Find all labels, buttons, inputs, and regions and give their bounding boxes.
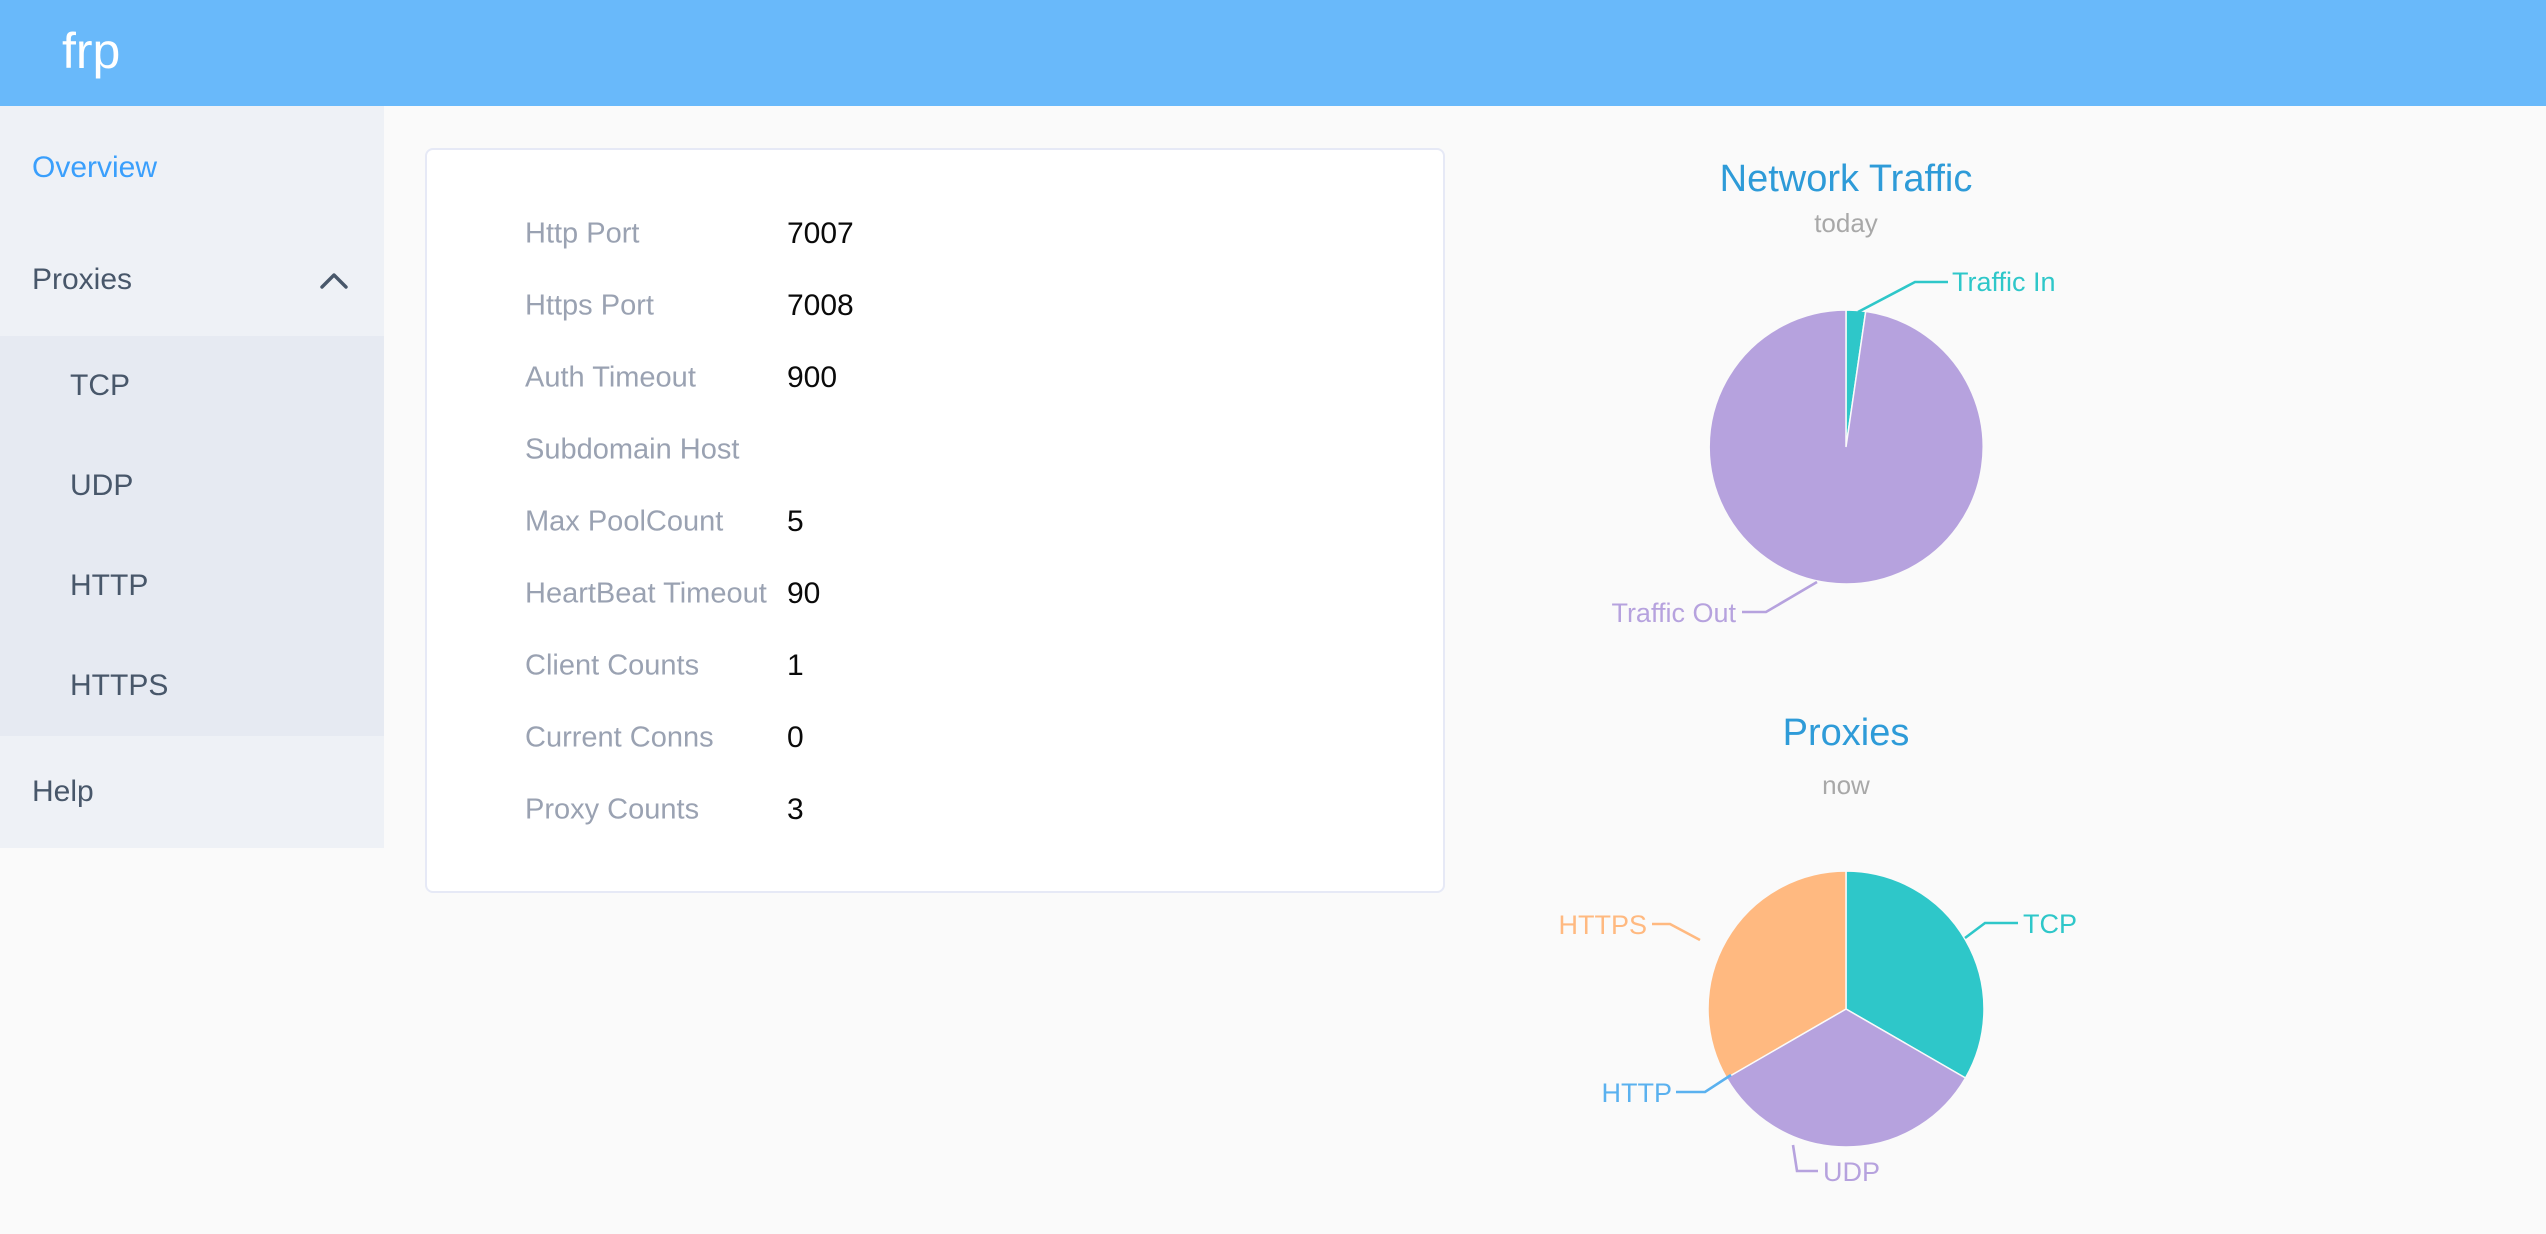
sidebar-item-label: HTTPS (70, 669, 169, 702)
pie-label-leader-line (1857, 280, 1948, 314)
network-traffic-chart-title: Network Traffic (1719, 158, 1973, 200)
app-header: frp (0, 0, 2546, 106)
app-logo: frp (62, 23, 121, 79)
config-value: 7007 (787, 217, 854, 250)
config-label: Current Conns (525, 721, 714, 754)
sidebar-item-label: TCP (70, 369, 130, 402)
sidebar: Overview Proxies TCP UDP HTTP HTTPS Help (0, 106, 384, 848)
sidebar-item-help[interactable]: Help (0, 736, 384, 848)
config-value: 1 (787, 649, 804, 682)
pie-slice-traffic-out[interactable] (1708, 309, 1984, 585)
sidebar-item-label: HTTP (70, 569, 149, 602)
pie-slice-label: Traffic In (1952, 267, 2056, 297)
pie-slice-label: Traffic Out (1611, 598, 1736, 628)
config-row: Max PoolCount 5 (427, 486, 1443, 558)
config-value: 3 (787, 793, 804, 826)
pie-label-leader-line (1791, 1144, 1818, 1173)
network-traffic-pie-chart[interactable]: Traffic In Traffic Out (1446, 260, 2246, 670)
pie-slice-label: TCP (2023, 909, 2077, 939)
proxies-chart-title: Proxies (1782, 712, 1910, 754)
network-traffic-chart-subtitle: today (1814, 208, 1878, 238)
sidebar-item-label: UDP (70, 469, 134, 502)
proxies-pie-chart[interactable]: TCP UDP HTTP HTTPS (1446, 820, 2246, 1234)
config-value: 7008 (787, 289, 854, 322)
config-row: HeartBeat Timeout 90 (427, 558, 1443, 630)
server-config-card: Http Port 7007 Https Port 7008 Auth Timeout 9… (425, 148, 1445, 893)
pie-slice-udp[interactable] (1725, 1008, 1967, 1148)
config-row: Proxy Counts 3 (427, 774, 1443, 846)
config-label: Http Port (525, 217, 640, 250)
sidebar-item-tcp[interactable]: TCP (0, 336, 384, 436)
sidebar-item-https[interactable]: HTTPS (0, 636, 384, 736)
chevron-up-icon[interactable] (320, 272, 348, 290)
sidebar-item-label: Overview (32, 151, 158, 184)
pie-label-leader-line (1652, 922, 1701, 942)
pie-slice-https[interactable] (1707, 870, 1847, 1080)
pie-slice-label: UDP (1823, 1157, 1880, 1187)
sidebar-item-proxies[interactable]: Proxies (0, 224, 384, 336)
config-value: 0 (787, 721, 804, 754)
config-row: Auth Timeout 900 (427, 342, 1443, 414)
config-label: Proxy Counts (525, 793, 700, 826)
config-row: Https Port 7008 (427, 270, 1443, 342)
config-label: HeartBeat Timeout (525, 577, 767, 610)
pie-slice-tcp[interactable] (1845, 870, 1985, 1080)
config-label: Max PoolCount (525, 505, 724, 538)
proxies-chart-subtitle: now (1822, 770, 1870, 800)
config-value: 5 (787, 505, 804, 538)
sidebar-item-http[interactable]: HTTP (0, 536, 384, 636)
config-row: Http Port 7007 (427, 198, 1443, 270)
sidebar-item-udp[interactable]: UDP (0, 436, 384, 536)
sidebar-submenu-proxies: TCP UDP HTTP HTTPS (0, 336, 384, 736)
pie-slice-label: HTTPS (1558, 910, 1647, 940)
config-label: Subdomain Host (525, 433, 740, 466)
server-config-rows: Http Port 7007 Https Port 7008 Auth Timeout 9… (427, 198, 1443, 846)
pie-label-leader-line (1676, 1073, 1732, 1094)
config-label: Client Counts (525, 649, 700, 682)
pie-label-leader-line (1742, 580, 1818, 614)
config-row: Client Counts 1 (427, 630, 1443, 702)
config-value: 90 (787, 577, 821, 610)
config-value: 900 (787, 361, 838, 394)
pie-label-leader-line (1964, 921, 2018, 940)
config-row: Subdomain Host (427, 414, 1443, 486)
pie-slice-label: HTTP (1602, 1078, 1673, 1108)
sidebar-item-label: Proxies (32, 263, 133, 296)
sidebar-item-overview[interactable]: Overview (0, 112, 384, 224)
config-label: Https Port (525, 289, 654, 322)
config-label: Auth Timeout (525, 361, 696, 394)
config-row: Current Conns 0 (427, 702, 1443, 774)
sidebar-item-label: Help (32, 775, 94, 808)
